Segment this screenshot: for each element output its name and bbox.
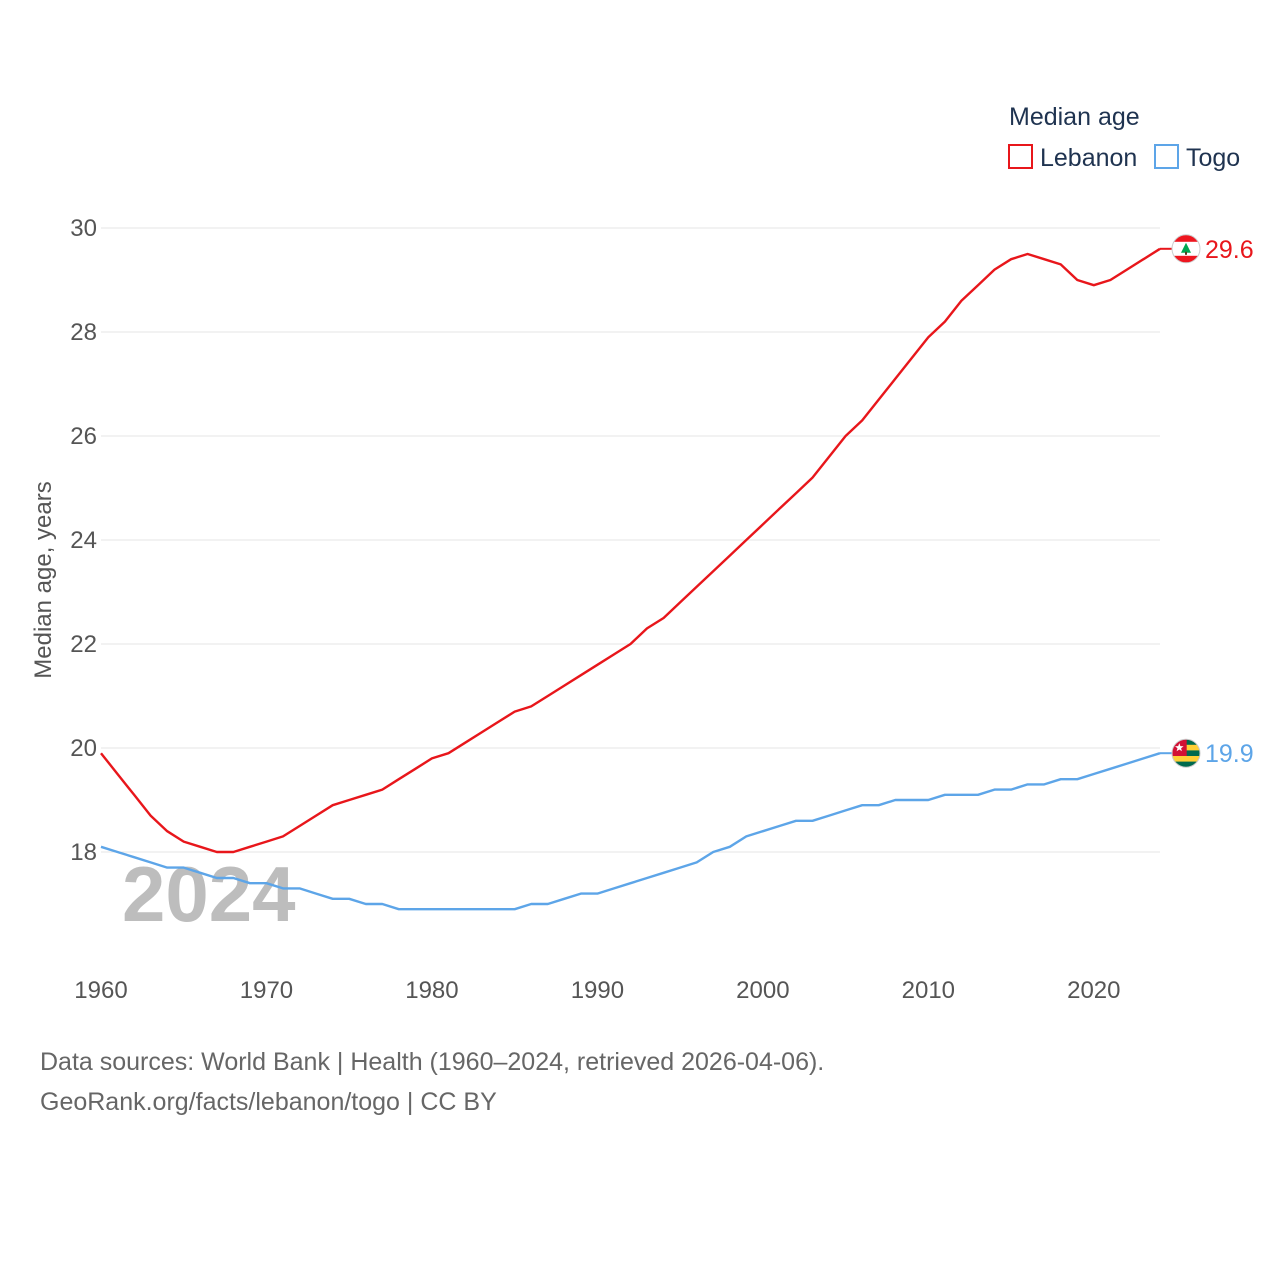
series-line-togo	[100, 752, 1161, 911]
legend-swatch-lebanon	[1008, 144, 1033, 169]
y-tick-label-30: 30	[70, 215, 97, 242]
x-tick-label-2010: 2010	[902, 977, 955, 1004]
x-tick-label-2020: 2020	[1067, 977, 1120, 1004]
year-watermark: 2024	[122, 850, 296, 938]
legend-label-lebanon: Lebanon	[1040, 144, 1137, 172]
togo-flag-icon	[1171, 738, 1201, 768]
gridlines	[101, 227, 1160, 853]
legend-entry-lebanon: Lebanon	[1008, 144, 1137, 172]
data-source-footer: Data sources: World Bank | Health (1960–…	[40, 1042, 824, 1122]
y-tick-label-18: 18	[70, 839, 97, 866]
series-lines	[100, 247, 1161, 911]
end-marker-togo: 19.9	[1160, 738, 1254, 768]
x-tick-label-1970: 1970	[240, 977, 293, 1004]
end-value-togo: 19.9	[1205, 740, 1254, 768]
legend-swatch-togo	[1154, 144, 1179, 169]
lebanon-flag-icon	[1171, 234, 1201, 264]
source-line: Data sources: World Bank | Health (1960–…	[40, 1048, 825, 1076]
y-axis-label: Median age, years	[30, 481, 57, 678]
y-tick-label-22: 22	[70, 631, 97, 658]
y-tick-label-20: 20	[70, 735, 97, 762]
legend: Median age Lebanon Togo	[1008, 103, 1240, 172]
legend-label-togo: Togo	[1186, 144, 1240, 172]
y-axis-ticks: 18 20 22 24 26 28 30	[70, 215, 97, 866]
y-tick-label-28: 28	[70, 319, 97, 346]
end-value-lebanon: 29.6	[1205, 236, 1254, 264]
x-tick-label-2000: 2000	[736, 977, 789, 1004]
x-tick-label-1990: 1990	[571, 977, 624, 1004]
median-age-chart: 18 20 22 24 26 28 30 1960 1970 1980 1990 2000 2010 2…	[30, 103, 1254, 1004]
x-axis-ticks: 1960 1970 1980 1990 2000 2010 2020	[74, 977, 1120, 1004]
y-tick-label-24: 24	[70, 527, 97, 554]
series-end-labels: 29.6 19.9	[1160, 234, 1254, 768]
legend-title: Median age	[1009, 103, 1140, 131]
x-tick-label-1980: 1980	[405, 977, 458, 1004]
source-link[interactable]: GeoRank.org/facts/lebanon/togo | CC BY	[40, 1088, 497, 1116]
end-marker-lebanon: 29.6	[1160, 234, 1254, 264]
x-tick-label-1960: 1960	[74, 977, 127, 1004]
legend-entry-togo: Togo	[1154, 144, 1240, 172]
y-tick-label-26: 26	[70, 423, 97, 450]
series-line-lebanon	[100, 247, 1161, 854]
